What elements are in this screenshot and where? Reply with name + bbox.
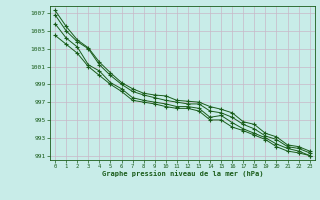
X-axis label: Graphe pression niveau de la mer (hPa): Graphe pression niveau de la mer (hPa) xyxy=(102,171,263,177)
